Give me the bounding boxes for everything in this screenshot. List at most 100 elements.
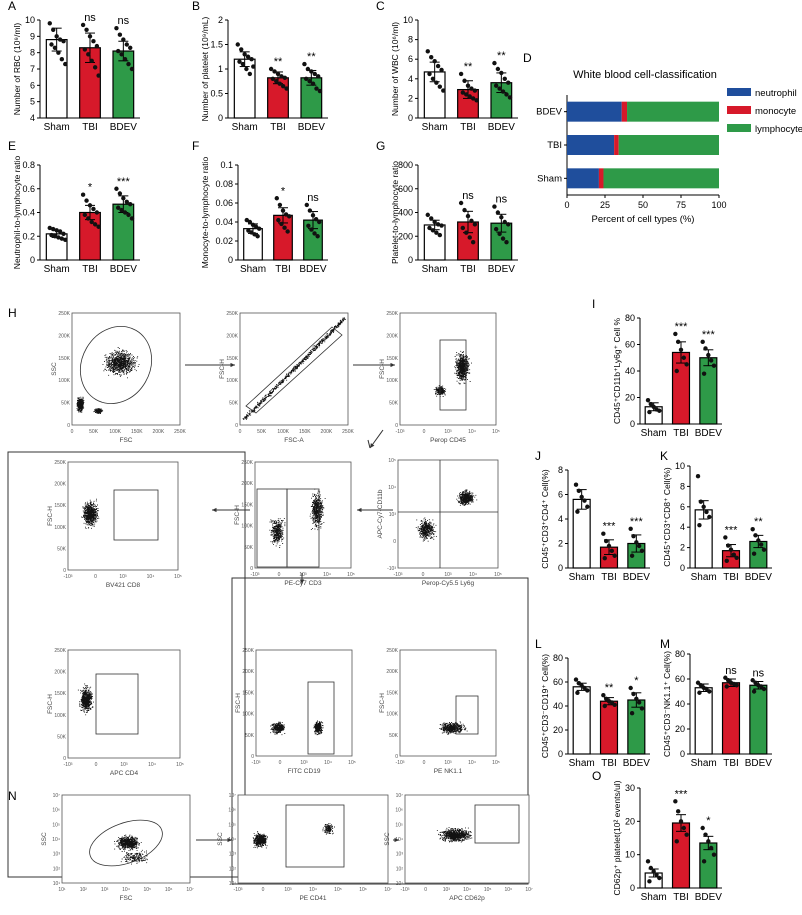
x-tick-label: 10⁵ — [494, 572, 502, 578]
data-point — [282, 75, 288, 81]
data-point — [89, 58, 94, 64]
data-point — [585, 504, 590, 509]
y-tick-label: 100K — [242, 712, 254, 718]
flow-arrow-head — [370, 443, 375, 448]
y-axis-label: SSC — [217, 832, 224, 846]
y-tick-label: 0 — [408, 113, 413, 123]
data-point — [242, 52, 247, 57]
data-point — [314, 86, 319, 91]
x-tick-label: 0 — [564, 200, 569, 210]
flow-plot-h3: -10³ 0 10³ 10⁴ 10⁵050K100K150K200K250KPerop … — [379, 311, 500, 444]
y-tick-label: 0.6 — [22, 184, 35, 194]
y-axis-label: Number of WBC (10⁶/ml) — [390, 22, 400, 116]
y-tick-label: 250K — [242, 648, 254, 654]
data-point — [695, 680, 701, 685]
data-point — [435, 222, 441, 227]
data-point — [492, 60, 497, 66]
x-tick-label: 0 — [239, 429, 242, 435]
x-tick-label: 10⁴ — [463, 887, 471, 893]
data-point — [575, 509, 580, 514]
y-tick-label: 1.5 — [210, 40, 223, 50]
data-point — [493, 83, 499, 88]
data-point — [695, 474, 701, 479]
y-tick-label: 0 — [250, 566, 253, 572]
data-point — [701, 504, 706, 509]
x-tick-label: -10³ — [401, 887, 410, 893]
data-point — [499, 70, 504, 76]
category-label: BDEV — [695, 892, 723, 903]
flow-arrow-head — [212, 507, 217, 513]
y-tick-label: 40 — [553, 701, 563, 711]
data-point — [634, 696, 639, 701]
data-point — [432, 219, 437, 225]
data-point — [711, 852, 717, 857]
data-point — [80, 22, 86, 28]
event-dots — [242, 317, 346, 421]
y-tick-label: 50K — [389, 733, 399, 739]
data-point — [56, 235, 61, 240]
y-tick-label: 0 — [63, 756, 66, 762]
y-tick-label: 150K — [58, 356, 70, 362]
panel-letter: F — [192, 139, 199, 153]
flow-plot-h2: 0 50K 100K 150K 200K 250K 0 50K 100K 150K 200K 250K… — [219, 311, 354, 444]
category-label: TBI — [601, 572, 617, 583]
panel-letter: K — [660, 449, 668, 463]
category-label: BDEV — [745, 758, 773, 769]
y-tick-label: 250K — [241, 460, 253, 466]
x-tick-label: 250K — [174, 429, 186, 435]
data-point — [723, 535, 728, 540]
data-point — [313, 216, 319, 222]
y-tick-label: 0 — [393, 539, 396, 545]
y-tick-label: 0.04 — [215, 217, 233, 227]
x-tick-label: 150K — [299, 429, 311, 435]
data-point — [239, 47, 244, 52]
y-axis-label: CD45⁺CD3⁺CD4⁺ Cell(%) — [540, 469, 550, 569]
x-tick-label: 10⁴ — [324, 760, 332, 766]
data-point — [698, 683, 704, 688]
data-point — [472, 88, 478, 93]
y-tick-label: 50K — [57, 734, 67, 740]
y-tick-label: 10¹ — [53, 881, 61, 887]
x-tick-label: -10³ — [396, 429, 405, 435]
data-point — [504, 92, 509, 97]
y-tick-label: 200K — [386, 333, 398, 339]
category-label: Sham — [240, 264, 266, 275]
gate-ellipse — [80, 326, 152, 404]
y-axis-label: Neutrophil-to-lymphocyte ratio — [12, 156, 22, 270]
category-label: BDEV — [623, 572, 651, 583]
data-point — [675, 339, 681, 345]
legend-swatch — [727, 88, 751, 96]
category-label: Sham — [641, 428, 667, 439]
category-label: TBI — [82, 122, 98, 133]
y-axis-label: SSC — [51, 362, 58, 376]
data-point — [606, 543, 612, 549]
flow-plot-h5: -10³ 0 10³ 10⁴ 10⁵050K100K150K200K250KPE-Cy7… — [234, 460, 355, 587]
category-label: TBI — [601, 758, 617, 769]
data-point — [56, 50, 61, 55]
data-point — [506, 80, 511, 85]
y-axis-label: FSC-H — [47, 694, 54, 714]
x-tick-label: 0 — [424, 887, 427, 893]
y-tick-label: 2 — [558, 539, 563, 549]
data-point — [675, 809, 681, 814]
category-label: Sham — [569, 758, 595, 769]
bar-segment-monocyte — [598, 168, 604, 189]
y-tick-label: 10⁴ — [52, 837, 60, 843]
data-point — [628, 685, 633, 691]
data-point — [700, 339, 705, 345]
flow-arrow-head — [230, 362, 235, 368]
data-point — [502, 219, 507, 225]
data-point — [122, 57, 128, 62]
y-tick-label: 8 — [30, 48, 35, 58]
data-point — [495, 66, 501, 72]
data-point — [427, 225, 432, 231]
data-point — [579, 494, 584, 500]
y-axis-label: FSC-H — [47, 506, 54, 526]
data-point — [470, 96, 476, 101]
data-point — [86, 52, 91, 57]
data-point — [628, 526, 633, 531]
category-label: TBI — [270, 122, 286, 133]
y-tick-label: 10⁵ — [388, 458, 396, 464]
data-point — [282, 225, 287, 230]
